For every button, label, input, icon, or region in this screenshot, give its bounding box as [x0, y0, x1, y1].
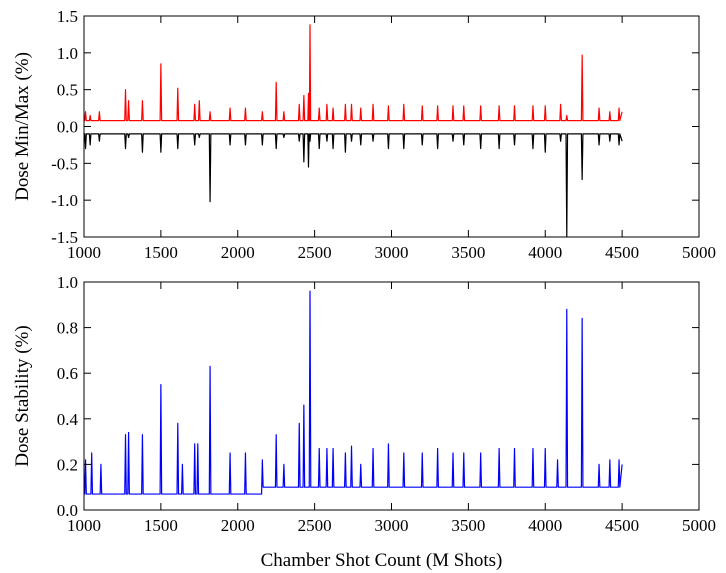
y-axis-title: Dose Stability (%)	[12, 325, 33, 466]
y-tick-label: 1.0	[57, 44, 78, 63]
x-tick-label: 4000	[528, 243, 562, 262]
x-tick-label: 5000	[682, 243, 716, 262]
x-tick-label: 1000	[67, 243, 101, 262]
y-tick-label: 0.0	[57, 118, 78, 137]
y-axis-title: Dose Min/Max (%)	[12, 52, 33, 201]
y-tick-label: 0.8	[57, 319, 78, 338]
y-tick-label: -0.5	[51, 154, 78, 173]
data-line	[84, 290, 623, 495]
y-tick-label: 0.2	[57, 455, 78, 474]
y-tick-label: -1.5	[51, 228, 78, 247]
x-tick-label: 3000	[375, 243, 409, 262]
x-tick-label: 1000	[67, 516, 101, 535]
y-tick-label: 1.0	[57, 273, 78, 292]
x-tick-label: 1500	[144, 243, 178, 262]
x-tick-label: 2000	[221, 243, 255, 262]
x-tick-label: 1500	[144, 516, 178, 535]
x-tick-label: 4000	[528, 516, 562, 535]
plot-area	[84, 290, 623, 495]
data-line	[84, 133, 623, 237]
x-tick-label: 2500	[298, 243, 332, 262]
x-tick-label: 2000	[221, 516, 255, 535]
x-axis-title: Chamber Shot Count (M Shots)	[261, 550, 503, 571]
plot-frame	[83, 281, 700, 511]
x-tick-label: 4500	[605, 516, 639, 535]
plot-area	[84, 24, 623, 237]
x-tick-label: 5000	[682, 516, 716, 535]
y-tick-label: 1.5	[57, 7, 78, 26]
data-line	[84, 24, 623, 122]
y-tick-label: 0.4	[57, 410, 79, 429]
x-tick-label: 3500	[451, 243, 485, 262]
x-tick-label: 3000	[375, 516, 409, 535]
y-tick-label: 0.0	[57, 501, 78, 520]
y-tick-label: 0.5	[57, 81, 78, 100]
y-tick-label: -1.0	[51, 191, 78, 210]
x-tick-label: 3500	[451, 516, 485, 535]
plot-frame	[83, 15, 700, 238]
x-tick-label: 4500	[605, 243, 639, 262]
y-tick-label: 0.6	[57, 364, 78, 383]
x-tick-label: 2500	[298, 516, 332, 535]
